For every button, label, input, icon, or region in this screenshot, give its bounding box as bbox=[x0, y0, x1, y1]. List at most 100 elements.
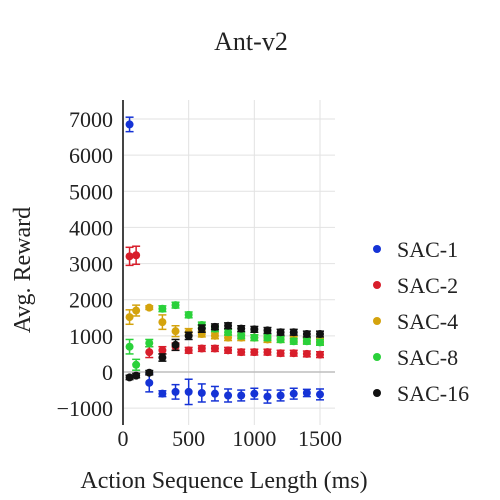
mark-layer bbox=[125, 116, 324, 406]
data-point bbox=[125, 373, 134, 382]
data-point bbox=[302, 388, 311, 397]
grid-layer bbox=[122, 100, 335, 425]
data-point bbox=[237, 391, 246, 400]
legend-marker bbox=[373, 281, 381, 289]
data-point bbox=[145, 378, 154, 387]
legend: SAC-1 SAC-2 SAC-4 SAC-8 SAC-16 bbox=[373, 237, 469, 406]
data-point bbox=[316, 330, 324, 339]
y-tick-label: 1000 bbox=[69, 324, 113, 349]
data-point bbox=[289, 328, 298, 337]
x-tick-label: 1500 bbox=[298, 426, 342, 451]
data-point bbox=[145, 303, 154, 312]
legend-item: SAC-2 bbox=[373, 273, 458, 298]
data-point bbox=[158, 353, 167, 362]
y-tick-label: 6000 bbox=[69, 143, 113, 168]
data-point bbox=[125, 342, 134, 351]
data-point bbox=[276, 349, 285, 358]
data-point bbox=[250, 348, 259, 357]
data-point bbox=[210, 344, 219, 353]
data-point bbox=[224, 346, 233, 355]
data-point bbox=[263, 326, 272, 335]
series-sac-1 bbox=[125, 116, 324, 406]
data-point bbox=[210, 389, 219, 398]
legend-label: SAC-1 bbox=[397, 237, 458, 262]
data-point bbox=[316, 350, 324, 359]
data-point bbox=[316, 338, 324, 347]
data-point bbox=[276, 391, 285, 400]
data-point bbox=[250, 325, 259, 334]
data-point bbox=[132, 360, 141, 369]
data-point bbox=[158, 304, 167, 313]
legend-marker bbox=[373, 389, 381, 397]
data-point bbox=[237, 348, 246, 357]
data-point bbox=[132, 371, 141, 380]
data-point bbox=[237, 331, 246, 340]
y-tick-label: 7000 bbox=[69, 107, 113, 132]
x-axis-title: Action Sequence Length (ms) bbox=[80, 468, 367, 494]
data-point bbox=[132, 251, 141, 260]
data-point bbox=[276, 335, 285, 344]
data-point bbox=[158, 389, 167, 398]
chart-title: Ant-v2 bbox=[214, 27, 288, 56]
y-tick-label: 0 bbox=[102, 360, 113, 385]
y-tick-label: −1000 bbox=[57, 396, 113, 421]
series-sac-16 bbox=[125, 321, 324, 382]
y-axis-title: Avg. Reward bbox=[10, 207, 36, 333]
data-point bbox=[125, 252, 134, 261]
data-point bbox=[263, 392, 272, 401]
y-tick-label: 5000 bbox=[69, 179, 113, 204]
data-point bbox=[197, 324, 206, 333]
data-point bbox=[158, 318, 167, 327]
x-tick-label: 0 bbox=[118, 426, 129, 451]
data-point bbox=[184, 310, 193, 319]
legend-label: SAC-16 bbox=[397, 381, 469, 406]
data-point bbox=[263, 333, 272, 342]
text-layer: Ant-v2 Action Sequence Length (ms) Avg. … bbox=[10, 27, 368, 494]
data-point bbox=[210, 322, 219, 331]
data-point bbox=[250, 389, 259, 398]
data-point bbox=[210, 331, 219, 340]
series-sac-8 bbox=[125, 301, 324, 371]
data-point bbox=[125, 313, 134, 322]
data-point bbox=[145, 339, 154, 348]
data-point bbox=[197, 388, 206, 397]
y-tick-label: 3000 bbox=[69, 252, 113, 277]
legend-marker bbox=[373, 317, 381, 325]
data-point bbox=[125, 120, 134, 129]
x-tick-label: 500 bbox=[172, 426, 205, 451]
data-point bbox=[302, 349, 311, 358]
legend-label: SAC-2 bbox=[397, 273, 458, 298]
data-point bbox=[289, 349, 298, 358]
data-point bbox=[302, 330, 311, 339]
legend-item: SAC-4 bbox=[373, 309, 458, 334]
data-point bbox=[250, 333, 259, 342]
data-point bbox=[289, 337, 298, 346]
legend-marker bbox=[373, 245, 381, 253]
x-tick-label: 1000 bbox=[232, 426, 276, 451]
data-point bbox=[316, 390, 324, 399]
data-point bbox=[224, 328, 233, 337]
data-point bbox=[184, 387, 193, 396]
data-point bbox=[302, 337, 311, 346]
legend-label: SAC-8 bbox=[397, 345, 458, 370]
y-tick-label: 2000 bbox=[69, 288, 113, 313]
data-point bbox=[132, 306, 141, 315]
data-point bbox=[145, 368, 154, 377]
legend-marker bbox=[373, 353, 381, 361]
data-point bbox=[184, 331, 193, 340]
series-sac-2 bbox=[125, 245, 324, 359]
axis-layer: 0 500 1000 1500−100001000200030004000500060… bbox=[57, 100, 342, 451]
data-point bbox=[171, 301, 180, 310]
data-point bbox=[263, 348, 272, 357]
data-point bbox=[184, 346, 193, 355]
y-tick-label: 4000 bbox=[69, 215, 113, 240]
legend-item: SAC-8 bbox=[373, 345, 458, 370]
data-point bbox=[145, 348, 154, 357]
legend-item: SAC-16 bbox=[373, 381, 469, 406]
data-point bbox=[224, 391, 233, 400]
legend-label: SAC-4 bbox=[397, 309, 458, 334]
data-point bbox=[171, 387, 180, 396]
data-point bbox=[197, 344, 206, 353]
